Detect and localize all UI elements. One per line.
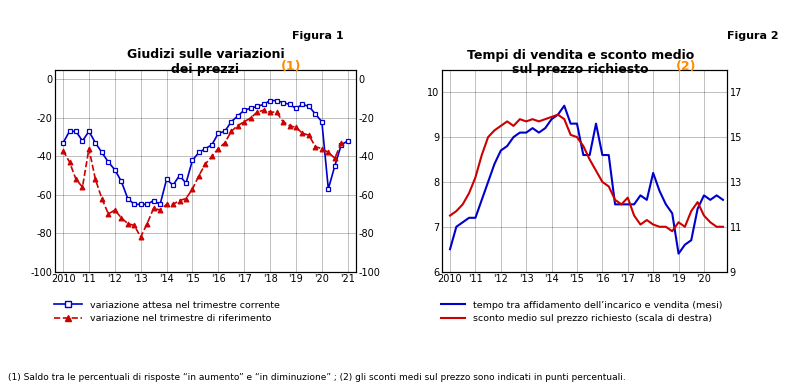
Legend: tempo tra affidamento dell’incarico e vendita (mesi), sconto medio sul prezzo ri: tempo tra affidamento dell’incarico e ve…	[442, 301, 722, 323]
Text: (2): (2)	[675, 60, 696, 73]
Text: (1): (1)	[280, 60, 301, 73]
Text: Tempi di vendita e sconto medio
sul prezzo richiesto: Tempi di vendita e sconto medio sul prez…	[467, 48, 694, 76]
Text: Giudizi sulle variazioni
dei prezzi: Giudizi sulle variazioni dei prezzi	[126, 48, 284, 76]
Text: (1) Saldo tra le percentuali di risposte “in aumento” e “in diminuzione” ; (2) g: (1) Saldo tra le percentuali di risposte…	[8, 373, 626, 382]
Text: Figura 2: Figura 2	[727, 31, 778, 41]
Text: Figura 1: Figura 1	[292, 31, 344, 41]
Legend: variazione attesa nel trimestre corrente, variazione nel trimestre di riferiment: variazione attesa nel trimestre corrente…	[54, 301, 280, 323]
